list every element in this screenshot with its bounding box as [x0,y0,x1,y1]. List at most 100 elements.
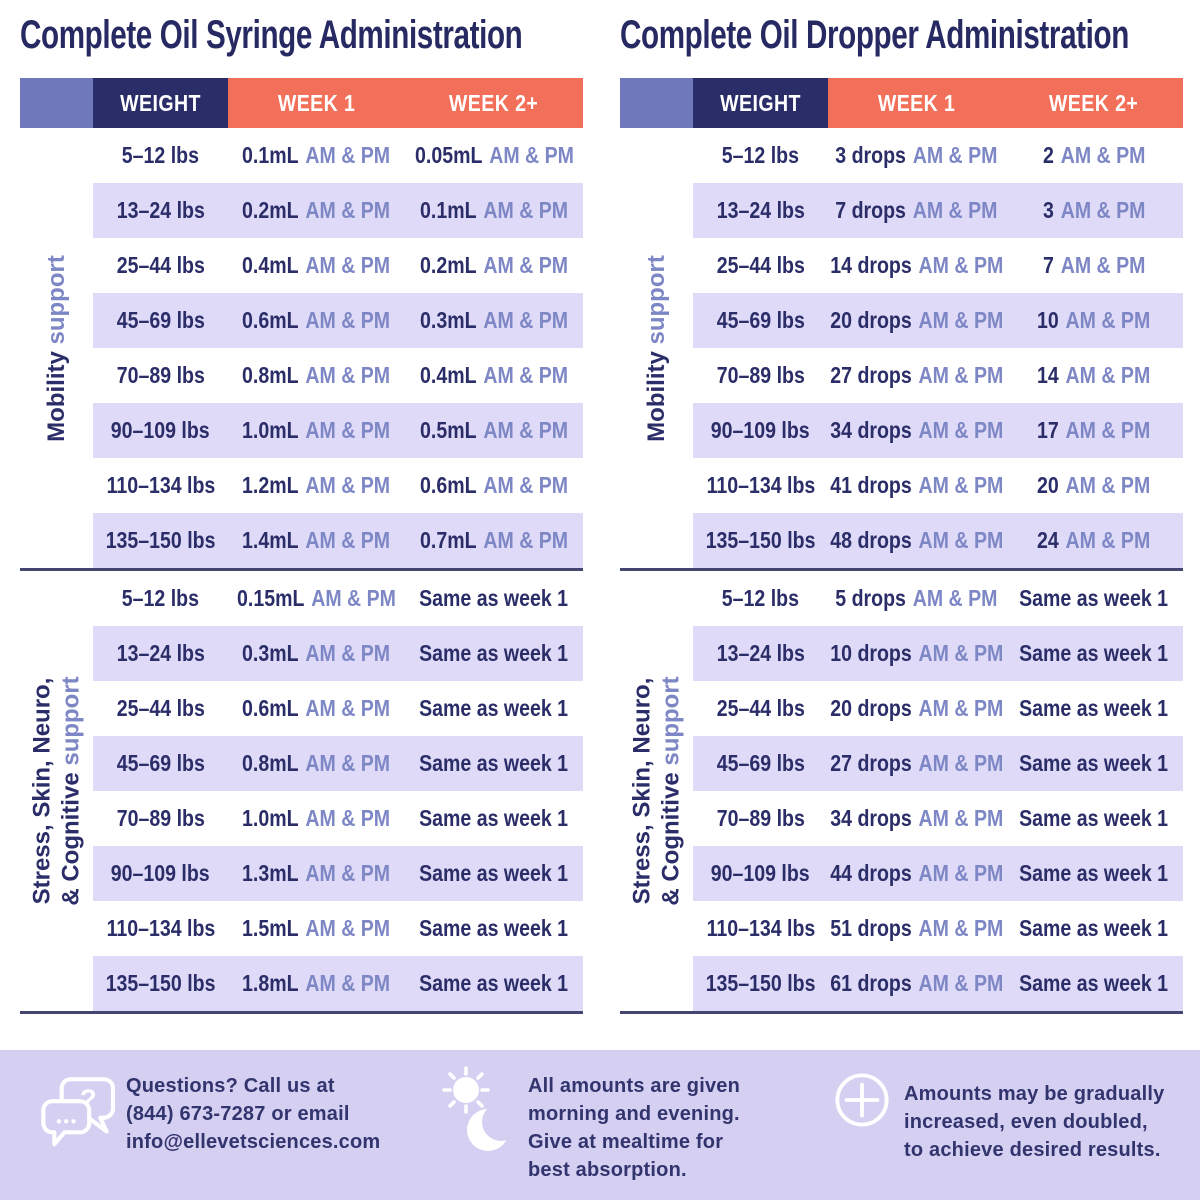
week2-cell: 0.05mL AM & PM [414,142,574,168]
weight-cell: 90–109 lbs [693,403,828,458]
week2-cell: Same as week 1 [1019,805,1169,831]
week1-cell: 1.8mL AM & PM [228,956,405,1011]
table-row: 90–109 lbs 1.0mL AM & PM 0.5mL AM & PM [20,403,583,458]
weight-cell: 25–44 lbs [116,695,205,721]
weight-cell: 90–109 lbs [93,403,228,458]
week2-cell: Same as week 1 [405,956,583,1011]
row-label-spacer [20,238,93,293]
table-row: 13–24 lbs 0.3mL AM & PM Same as week 1 [20,626,583,681]
weight-cell: 13–24 lbs [93,183,228,238]
header-weight: WEIGHT [693,78,828,128]
weight-cell: 25–44 lbs [716,695,805,721]
row-label-spacer [620,513,693,568]
footer-contact-text: Questions? Call us at (844) 673-7287 or … [126,1075,381,1153]
table-row: 135–150 lbs 48 drops AM & PM 24 AM & PM [620,513,1183,568]
week1-cell: 5 drops AM & PM [835,585,998,611]
row-label-spacer [620,901,693,956]
week2-cell: 0.6mL AM & PM [419,472,569,498]
row-label-spacer [620,626,693,681]
week2-cell: Same as week 1 [1019,585,1169,611]
week1-cell: 0.2mL AM & PM [228,183,405,238]
table-row: 90–109 lbs 44 drops AM & PM Same as week … [620,846,1183,901]
week2-cell: 0.4mL AM & PM [419,362,569,388]
dropper-table-title: Complete Oil Dropper Administration [620,13,1129,57]
week2-cell: 3 AM & PM [1005,183,1183,238]
chat-question-icon: ? [41,1077,116,1147]
row-label-spacer [20,513,93,568]
week2-cell: 2 AM & PM [1042,142,1146,168]
section-stress-cognitive: Stress, Skin, Neuro, & Cognitive support… [620,568,1183,1011]
row-label-spacer [20,293,93,348]
row-label-spacer [620,293,693,348]
row-label-spacer [20,956,93,1011]
header-week2: WEEK 2+ [405,78,583,128]
week2-cell: 0.1mL AM & PM [405,183,583,238]
week2-cell: Same as week 1 [1005,736,1183,791]
row-label-spacer [620,458,693,513]
week2-cell: Same as week 1 [1019,695,1169,721]
week1-cell: 0.6mL AM & PM [228,293,405,348]
week1-cell: 7 drops AM & PM [828,183,1005,238]
row-label-spacer [620,681,693,736]
weight-cell: 45–69 lbs [693,736,828,791]
week1-cell: 51 drops AM & PM [830,915,1004,941]
week1-cell: 0.4mL AM & PM [242,252,391,278]
row-label-spacer [20,403,93,458]
table-row: 135–150 lbs 1.8mL AM & PM Same as week 1 [20,956,583,1011]
weight-cell: 70–89 lbs [716,362,805,388]
table-row: 110–134 lbs 51 drops AM & PM Same as week… [620,901,1183,956]
week2-cell: Same as week 1 [419,805,569,831]
plus-circle-icon [835,1073,889,1127]
dropper-table: WEIGHT WEEK 1 WEEK 2+ Mobility support 5… [620,78,1183,1014]
week1-cell: 20 drops AM & PM [830,695,1004,721]
section-stress-cognitive: Stress, Skin, Neuro, & Cognitive support… [20,568,583,1011]
week2-cell: 0.5mL AM & PM [405,403,583,458]
week1-cell: 0.8mL AM & PM [242,362,391,388]
row-label-spacer [620,791,693,846]
table-row: 13–24 lbs 7 drops AM & PM 3 AM & PM [620,183,1183,238]
week2-cell: Same as week 1 [419,695,569,721]
week2-cell: Same as week 1 [419,585,569,611]
week1-cell: 10 drops AM & PM [828,626,1005,681]
table-row: 70–89 lbs 27 drops AM & PM 14 AM & PM [620,348,1183,403]
table-row: 70–89 lbs 0.8mL AM & PM 0.4mL AM & PM [20,348,583,403]
row-label-spacer [620,403,693,458]
week1-cell: 44 drops AM & PM [828,846,1005,901]
row-label-spacer [20,791,93,846]
week1-cell: 0.8mL AM & PM [228,736,405,791]
weight-cell: 70–89 lbs [716,805,805,831]
table-row: 45–69 lbs 0.6mL AM & PM 0.3mL AM & PM [20,293,583,348]
week1-cell: 1.3mL AM & PM [228,846,405,901]
header-week2: WEEK 2+ [1005,78,1183,128]
week1-cell: 1.0mL AM & PM [228,403,405,458]
table-row: 135–150 lbs 1.4mL AM & PM 0.7mL AM & PM [20,513,583,568]
week1-cell: 1.4mL AM & PM [228,513,405,568]
footer-schedule-note: All amounts are given morning and evenin… [528,1075,741,1181]
weight-cell: 70–89 lbs [116,362,205,388]
weight-cell: 45–69 lbs [93,293,228,348]
weight-cell: 90–109 lbs [93,846,228,901]
header-week1: WEEK 1 [828,78,1005,128]
row-label-spacer [20,458,93,513]
row-label-spacer [20,626,93,681]
weight-cell: 110–134 lbs [106,472,215,498]
row-label-spacer [620,238,693,293]
row-label-spacer [620,348,693,403]
weight-cell: 13–24 lbs [693,183,828,238]
week1-cell: 61 drops AM & PM [828,956,1005,1011]
week2-cell: Same as week 1 [1019,915,1169,941]
weight-cell: 45–69 lbs [693,293,828,348]
table-row: 5–12 lbs 0.15mL AM & PM Same as week 1 [20,571,583,626]
table-row: 5–12 lbs 0.1mL AM & PM 0.05mL AM & PM [20,128,583,183]
table-row: 5–12 lbs 5 drops AM & PM Same as week 1 [620,571,1183,626]
week1-cell: 34 drops AM & PM [830,805,1004,831]
table-row: 110–134 lbs 41 drops AM & PM 20 AM & PM [620,458,1183,513]
footer: ? Que [0,1050,1200,1200]
table-row: 110–134 lbs 1.5mL AM & PM Same as week 1 [20,901,583,956]
week1-cell: 20 drops AM & PM [828,293,1005,348]
weight-cell: 5–12 lbs [721,585,800,611]
week2-cell: Same as week 1 [1005,956,1183,1011]
sun-moon-icon [442,1066,512,1151]
week2-cell: Same as week 1 [405,626,583,681]
week1-cell: 27 drops AM & PM [828,736,1005,791]
